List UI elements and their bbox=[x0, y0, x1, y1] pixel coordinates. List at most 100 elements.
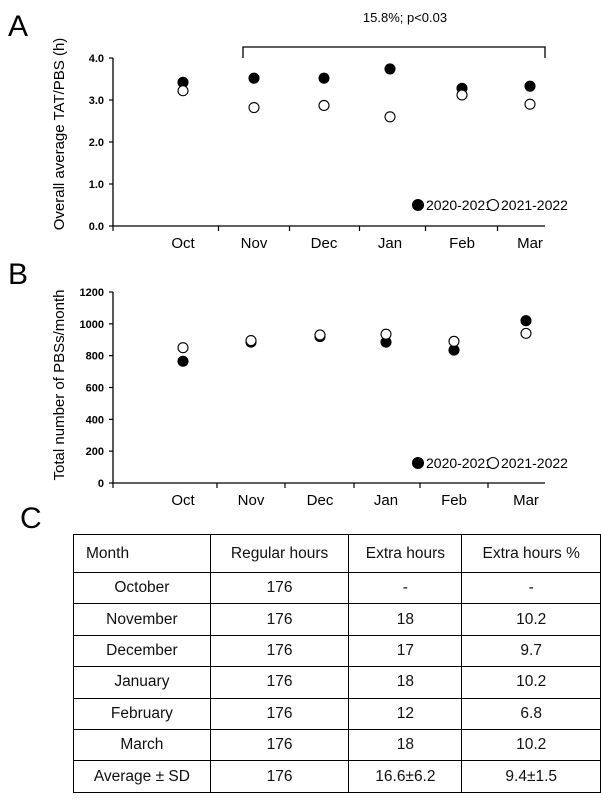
chart-a-point-2021-2022 bbox=[456, 89, 468, 101]
chart-b-ylabel: Total number of PBSs/month bbox=[51, 290, 68, 481]
cell-month: December bbox=[73, 634, 211, 668]
panel-letter-a: A bbox=[8, 10, 28, 43]
chart-a-legend-marker-2020-2021 bbox=[411, 198, 425, 212]
chart-a-x-tick-label: Feb bbox=[449, 235, 475, 252]
table-row: November 176 18 10.2 bbox=[73, 603, 601, 636]
chart-a-significance-bracket bbox=[242, 46, 546, 58]
chart-b-y-tick-label: 600 bbox=[86, 383, 104, 395]
table-row: December 176 17 9.7 bbox=[73, 634, 601, 668]
chart-b-y-tick-label: 1000 bbox=[80, 319, 104, 331]
cell-regular: 176 bbox=[209, 760, 350, 793]
table-row: Average ± SD 176 16.6±6.2 9.4±1.5 bbox=[73, 760, 601, 793]
chart-a-point-2021-2022 bbox=[524, 98, 536, 110]
cell-extra: 18 bbox=[348, 603, 463, 636]
chart-a-y-tick-label: 1.0 bbox=[89, 179, 104, 191]
panel-letter-c: C bbox=[20, 502, 42, 530]
chart-a-y-tick-label: 4.0 bbox=[89, 53, 104, 65]
cell-extra: 16.6±6.2 bbox=[348, 760, 463, 793]
chart-a-y-tick-label: 0.0 bbox=[89, 221, 104, 233]
cell-month: February bbox=[73, 697, 211, 730]
chart-b-x-tick-label: Nov bbox=[238, 492, 265, 509]
cell-extra: - bbox=[348, 571, 463, 605]
chart-b-point-2020-2021 bbox=[520, 315, 532, 327]
chart-b-point-2021-2022 bbox=[520, 327, 532, 339]
chart-a-point-2021-2022 bbox=[248, 102, 260, 114]
chart-a-x-tick-label: Nov bbox=[241, 235, 268, 252]
cell-extra-pct: - bbox=[461, 571, 601, 605]
chart-b-x-tick-label: Oct bbox=[171, 492, 195, 509]
chart-a-significance-label: 15.8%; p<0.03 bbox=[363, 10, 447, 25]
chart-a-x-tick-label: Jan bbox=[378, 235, 402, 252]
chart-a-legend-label-2021-2022: 2021-2022 bbox=[501, 197, 568, 213]
cell-extra-pct: 10.2 bbox=[461, 728, 601, 762]
cell-extra: 18 bbox=[348, 728, 463, 762]
chart-b-plot: 0 200 400 600 800 1000 1200 Oct Nov Dec Jan Feb Mar 2… bbox=[80, 287, 569, 509]
cell-extra-pct: 10.2 bbox=[461, 603, 601, 636]
chart-b-legend-label-2020-2021: 2020-2021 bbox=[426, 455, 493, 471]
chart-a-y-tick-label: 3.0 bbox=[89, 95, 104, 107]
chart-a-point-2021-2022 bbox=[318, 99, 330, 112]
chart-b-y-tick-label: 1200 bbox=[80, 287, 104, 299]
chart-a-point-2021-2022 bbox=[384, 111, 396, 123]
cell-extra: 18 bbox=[348, 666, 463, 699]
chart-b-point-2021-2022 bbox=[314, 329, 326, 341]
chart-b-point-2021-2022 bbox=[245, 334, 257, 347]
chart-a-y-tick-label: 2.0 bbox=[89, 137, 104, 149]
chart-a-point-2020-2021 bbox=[524, 80, 536, 92]
chart-b-x-tick-label: Mar bbox=[513, 492, 539, 509]
header-extra-hours: Extra hours bbox=[348, 534, 463, 573]
cell-extra-pct: 9.4±1.5 bbox=[461, 760, 601, 793]
figure-charts: A Overall average TAT/PBS (h) 0.0 1.0 2.0 3… bbox=[8, 10, 569, 530]
cell-regular: 176 bbox=[209, 666, 350, 699]
chart-b-x-tick-label: Dec bbox=[307, 492, 334, 509]
chart-b-point-2021-2022 bbox=[177, 342, 189, 354]
chart-a-point-2020-2021 bbox=[248, 72, 260, 84]
chart-a-x-tick-label: Dec bbox=[311, 235, 338, 252]
chart-a-x-tick-label: Oct bbox=[171, 235, 195, 252]
cell-regular: 176 bbox=[209, 603, 350, 636]
cell-extra-pct: 6.8 bbox=[461, 697, 601, 730]
chart-b-y-tick-label: 200 bbox=[86, 446, 104, 458]
header-month: Month bbox=[73, 534, 211, 573]
table-header-row: Month Regular hours Extra hours Extra ho… bbox=[73, 534, 601, 573]
chart-a-point-2020-2021 bbox=[318, 72, 330, 84]
cell-month: October bbox=[73, 571, 211, 605]
cell-month: Average ± SD bbox=[73, 760, 211, 793]
table-row: January 176 18 10.2 bbox=[73, 666, 601, 699]
chart-a-legend-label-2020-2021: 2020-2021 bbox=[426, 197, 493, 213]
chart-b-legend-label-2021-2022: 2021-2022 bbox=[501, 455, 568, 471]
cell-extra: 12 bbox=[348, 697, 463, 730]
cell-regular: 176 bbox=[209, 697, 350, 730]
cell-extra-pct: 9.7 bbox=[461, 634, 601, 668]
chart-b-point-2021-2022 bbox=[448, 335, 460, 347]
cell-regular: 176 bbox=[209, 634, 350, 668]
chart-b-y-tick-label: 400 bbox=[86, 414, 104, 426]
chart-a-ylabel: Overall average TAT/PBS (h) bbox=[51, 38, 68, 231]
table-row: February 176 12 6.8 bbox=[73, 697, 601, 730]
cell-regular: 176 bbox=[209, 571, 350, 605]
cell-extra: 17 bbox=[348, 634, 463, 668]
extra-hours-table: Month Regular hours Extra hours Extra ho… bbox=[73, 534, 601, 793]
chart-b-x-tick-label: Jan bbox=[374, 492, 398, 509]
chart-b-point-2021-2022 bbox=[380, 328, 392, 340]
chart-a-point-2021-2022 bbox=[177, 85, 189, 97]
chart-b-legend-marker-2020-2021 bbox=[411, 456, 425, 470]
chart-b-point-2020-2021 bbox=[177, 355, 189, 367]
chart-a-point-2020-2021 bbox=[384, 63, 396, 75]
cell-month: November bbox=[73, 603, 211, 636]
panel-letter-b: B bbox=[8, 258, 28, 291]
header-extra-hours-pct: Extra hours % bbox=[461, 534, 601, 573]
table-row: March 176 18 10.2 bbox=[73, 728, 601, 762]
cell-month: March bbox=[73, 728, 211, 762]
table-row: October 176- - bbox=[73, 571, 601, 605]
cell-regular: 176 bbox=[209, 728, 350, 762]
chart-b-y-tick-label: 800 bbox=[86, 351, 104, 363]
cell-month: January bbox=[73, 666, 211, 699]
chart-a-legend-marker-2021-2022 bbox=[486, 198, 500, 212]
chart-b-x-tick-label: Feb bbox=[441, 492, 467, 509]
chart-a-x-tick-label: Mar bbox=[517, 235, 543, 252]
chart-b-legend-marker-2021-2022 bbox=[486, 456, 500, 470]
chart-b-y-tick-label: 0 bbox=[98, 478, 104, 490]
header-regular-hours: Regular hours bbox=[209, 534, 350, 573]
cell-extra-pct: 10.2 bbox=[461, 666, 601, 699]
